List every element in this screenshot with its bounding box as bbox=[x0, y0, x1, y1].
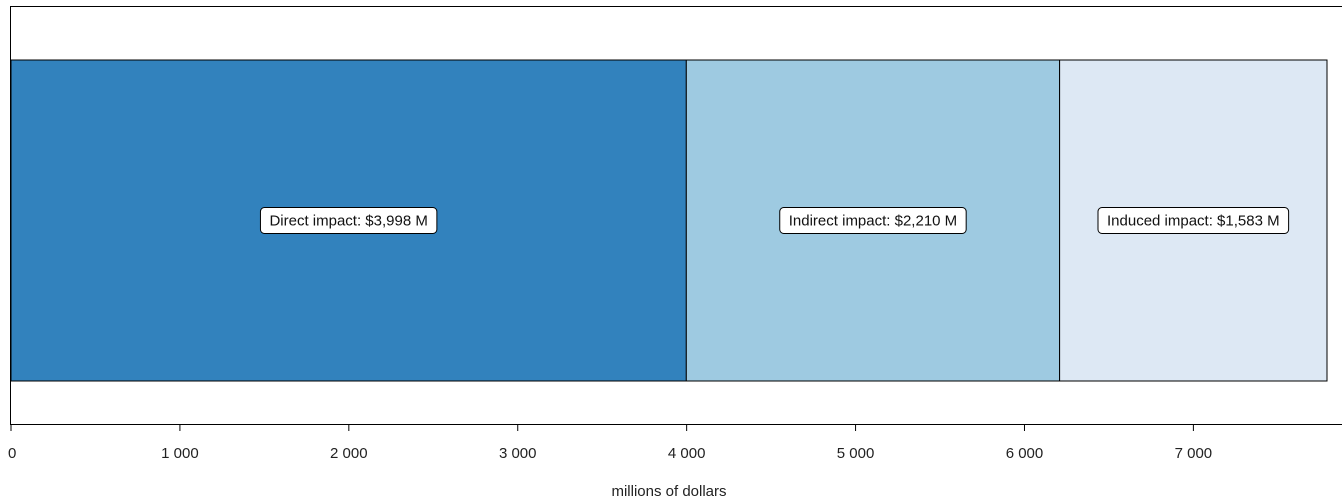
x-tick-label: 4 000 bbox=[668, 445, 706, 462]
data-label-box bbox=[779, 207, 967, 234]
data-label-box bbox=[1097, 207, 1290, 234]
x-tick-label: 1 000 bbox=[161, 445, 199, 462]
x-axis-title: millions of dollars bbox=[611, 483, 726, 500]
x-tick-label: 0 bbox=[8, 445, 16, 462]
data-label-text: Induced impact: $1,583 M bbox=[1107, 213, 1280, 230]
data-label-text: Direct impact: $3,998 M bbox=[269, 213, 427, 230]
data-label-text: Indirect impact: $2,210 M bbox=[789, 213, 957, 230]
data-label-box bbox=[259, 207, 438, 234]
x-tick-label: 6 000 bbox=[1006, 445, 1044, 462]
x-tick-label: 2 000 bbox=[330, 445, 368, 462]
data-label-indirect-impact: Indirect impact: $2,210 M bbox=[779, 207, 967, 234]
data-label-induced-impact: Induced impact: $1,583 M bbox=[1097, 207, 1290, 234]
x-tick-label: 3 000 bbox=[499, 445, 537, 462]
x-tick-label: 7 000 bbox=[1175, 445, 1213, 462]
x-tick-label: 5 000 bbox=[837, 445, 875, 462]
data-label-direct-impact: Direct impact: $3,998 M bbox=[259, 207, 438, 234]
